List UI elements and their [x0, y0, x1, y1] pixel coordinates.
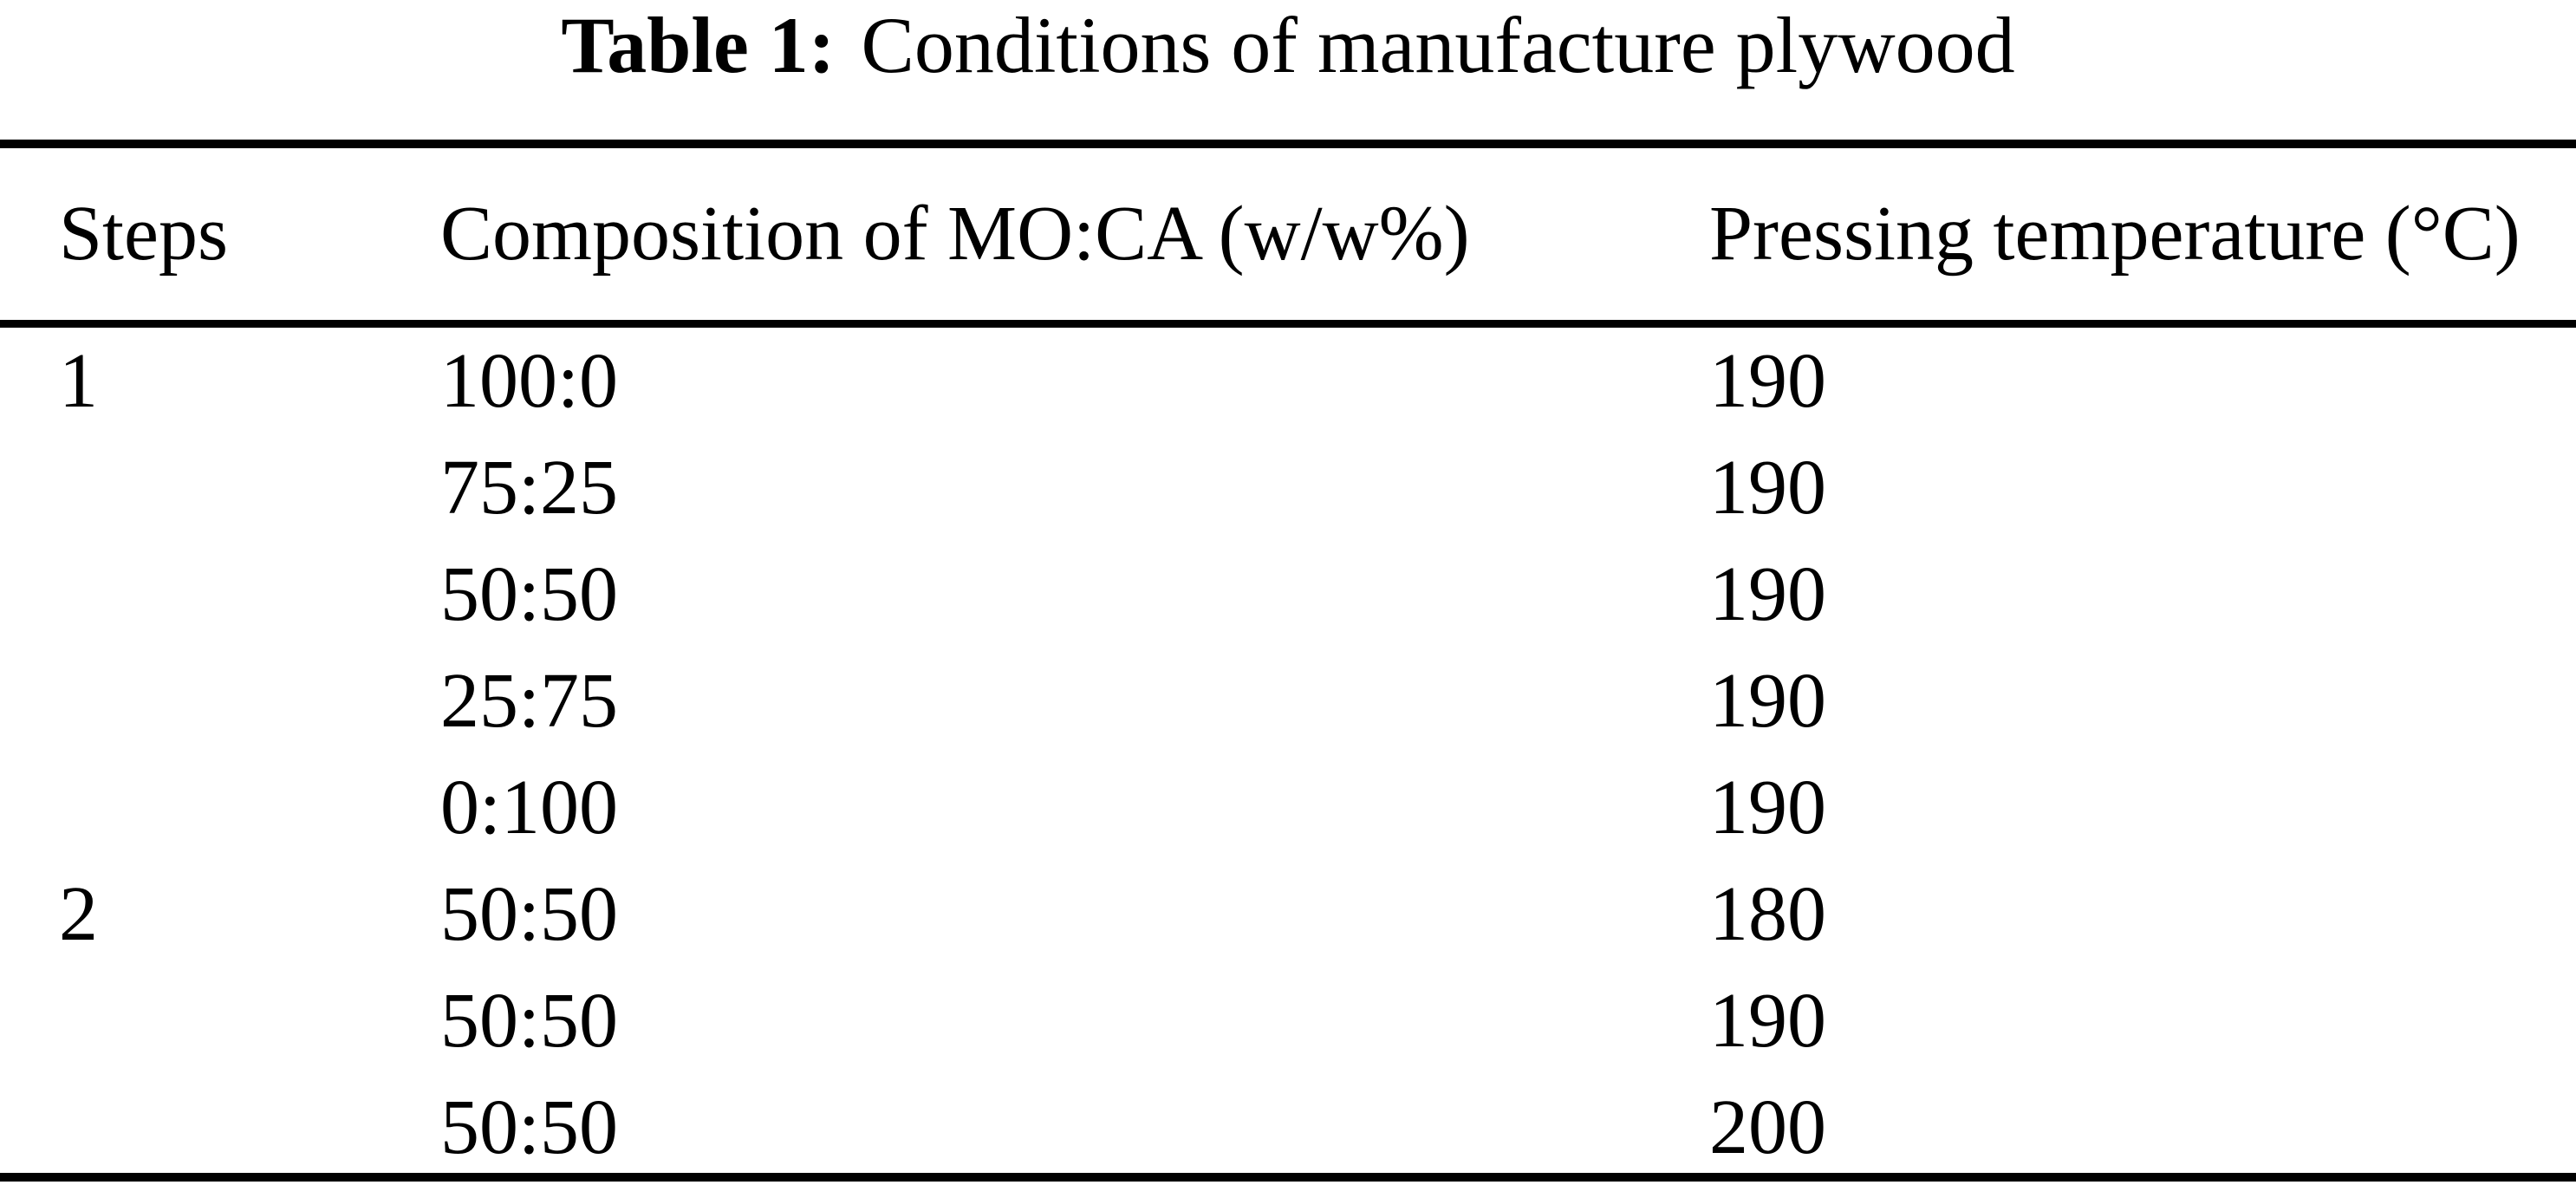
bottom-rule [0, 1173, 2576, 1182]
header-steps: Steps [59, 191, 229, 277]
top-rule [0, 140, 2576, 148]
cell-composition: 0:100 [440, 765, 619, 850]
cell-temperature: 190 [1709, 338, 1826, 424]
table-caption-label: Table 1: [561, 1, 836, 89]
table-header-row: Steps Composition of MO:CA (w/w%) Pressi… [0, 148, 2576, 320]
cell-composition: 50:50 [440, 1084, 619, 1170]
table-row: 50:50 190 [0, 967, 2576, 1074]
table-row: 2 50:50 180 [0, 861, 2576, 967]
table-row: 75:25 190 [0, 434, 2576, 541]
cell-composition: 50:50 [440, 871, 619, 957]
cell-temperature: 190 [1709, 765, 1826, 850]
cell-composition: 100:0 [440, 338, 619, 424]
cell-temperature: 190 [1709, 978, 1826, 1064]
cell-temperature: 180 [1709, 871, 1826, 957]
table-row: 1 100:0 190 [0, 328, 2576, 434]
cell-temperature: 190 [1709, 551, 1826, 637]
cell-composition: 75:25 [440, 445, 619, 531]
header-temperature: Pressing temperature (°C) [1709, 191, 2521, 277]
table-row: 50:50 190 [0, 541, 2576, 648]
cell-temperature: 190 [1709, 658, 1826, 744]
cell-composition: 25:75 [440, 658, 619, 744]
table-body: 1 100:0 190 75:25 190 50:50 190 25:75 19… [0, 328, 2576, 1181]
cell-step: 2 [59, 871, 98, 957]
header-composition: Composition of MO:CA (w/w%) [440, 191, 1470, 277]
cell-step: 1 [59, 338, 98, 424]
cell-temperature: 190 [1709, 445, 1826, 531]
cell-composition: 50:50 [440, 551, 619, 637]
cell-composition: 50:50 [440, 978, 619, 1064]
table-row: 25:75 190 [0, 648, 2576, 754]
table-row: 50:50 200 [0, 1074, 2576, 1181]
cell-temperature: 200 [1709, 1084, 1826, 1170]
table-caption: Table 1: Conditions of manufacture plywoo… [0, 0, 2576, 90]
table-caption-text: Conditions of manufacture plywood [861, 1, 2015, 89]
header-rule [0, 320, 2576, 328]
table-row: 0:100 190 [0, 754, 2576, 861]
